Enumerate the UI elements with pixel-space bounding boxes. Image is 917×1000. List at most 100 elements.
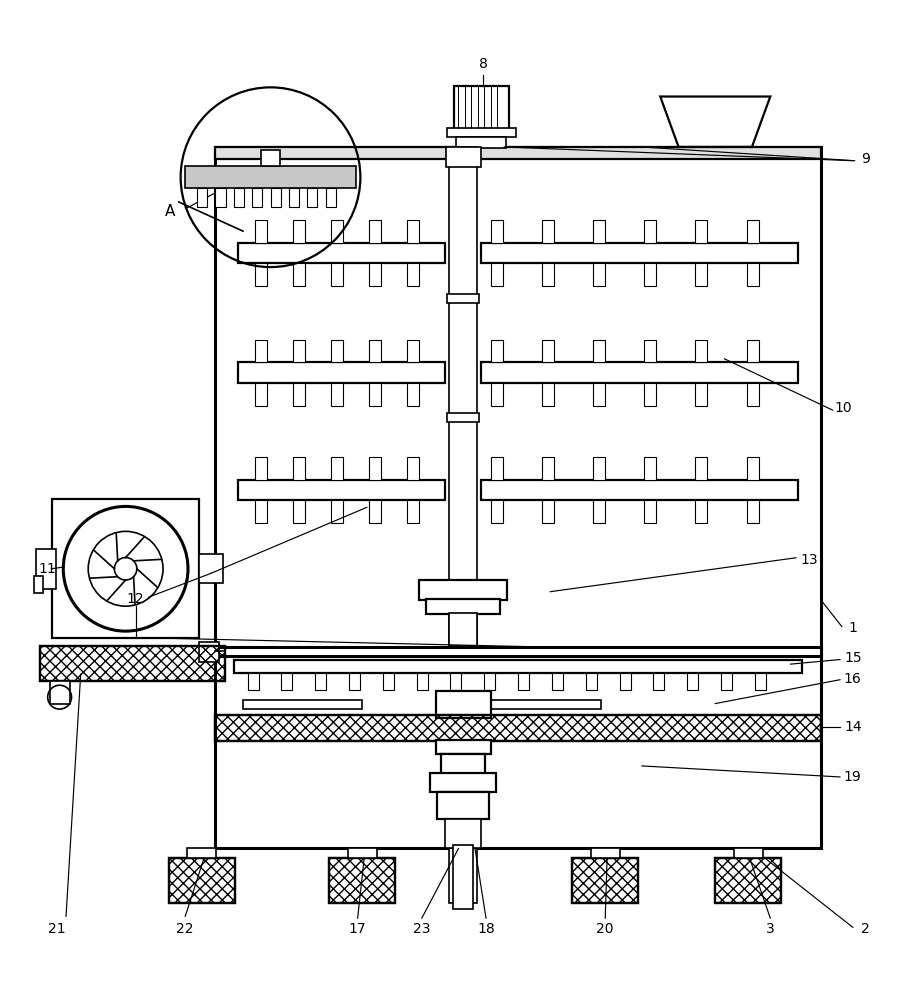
Bar [271,188,281,207]
Bar [481,362,798,383]
Bar [307,188,317,207]
Bar [349,673,360,690]
Bar [215,188,226,207]
Bar [591,848,620,858]
Bar [620,673,631,690]
Bar [215,147,821,159]
Bar [441,754,485,774]
Bar [715,858,781,903]
Bar [644,457,656,480]
Bar [255,457,267,480]
Bar [746,220,758,243]
Bar [447,413,479,422]
Bar [593,383,605,406]
Bar [407,263,419,286]
Bar [593,500,605,523]
Bar [518,673,529,690]
Bar [331,383,343,406]
Text: 15: 15 [844,651,862,665]
Bar [40,646,225,681]
Bar [234,188,244,207]
Bar [715,858,781,903]
Bar [491,220,503,243]
Bar [416,673,427,690]
Text: 23: 23 [413,922,431,936]
Bar [282,673,293,690]
Text: 20: 20 [596,922,614,936]
Bar [407,500,419,523]
Bar [369,263,381,286]
Bar [746,263,758,286]
Bar [215,715,821,741]
Bar [447,128,516,137]
Bar [481,243,798,263]
Bar [491,457,503,480]
Bar [481,700,601,709]
Bar [248,673,259,690]
Bar [215,715,821,741]
Bar [382,673,393,690]
Text: 18: 18 [477,922,495,936]
Bar [445,819,481,848]
Bar [552,673,563,690]
Bar [215,147,821,848]
Bar [331,263,343,286]
Bar [542,383,554,406]
Bar [293,457,304,480]
Bar [293,263,304,286]
Text: 11: 11 [39,562,57,576]
Text: 9: 9 [861,152,870,166]
Bar [293,220,304,243]
Bar [238,362,445,383]
Bar [199,554,223,583]
Bar [755,673,766,690]
Bar [407,457,419,480]
Bar [437,792,489,819]
Text: 10: 10 [834,401,853,415]
Bar [50,681,70,704]
Bar [449,613,477,646]
Bar [329,858,395,903]
Bar [572,858,638,903]
Bar [243,700,362,709]
Bar [436,740,491,754]
Text: 12: 12 [127,592,145,606]
Bar [255,500,267,523]
Bar [572,858,638,903]
Bar [315,673,326,690]
Text: 17: 17 [348,922,367,936]
Bar [491,263,503,286]
Bar [481,480,798,500]
Bar [197,188,207,207]
Bar [734,848,763,858]
Bar [331,500,343,523]
Bar [407,383,419,406]
Bar [687,673,698,690]
Bar [238,243,445,263]
Bar [454,86,509,130]
Bar [593,263,605,286]
Text: 19: 19 [844,770,862,784]
Bar [653,673,664,690]
Bar [331,340,343,362]
Bar [419,580,507,600]
Bar [542,340,554,362]
Bar [326,188,336,207]
Text: 8: 8 [479,57,488,71]
Bar [261,150,280,166]
Bar [746,383,758,406]
Bar [255,340,267,362]
Bar [40,646,225,681]
Bar [746,500,758,523]
Bar [695,457,707,480]
Bar [369,500,381,523]
Bar [542,220,554,243]
Bar [238,480,445,500]
Bar [644,500,656,523]
Bar [436,691,491,718]
Bar [644,340,656,362]
Bar [185,166,356,188]
Bar [436,774,491,785]
Bar [491,340,503,362]
Bar [169,858,235,903]
